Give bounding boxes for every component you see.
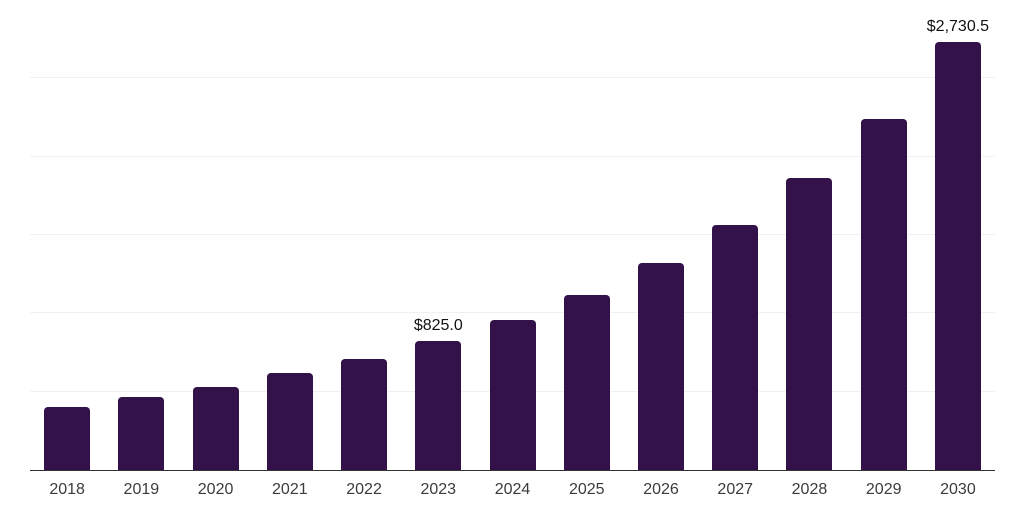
bar-2026 (637, 262, 684, 470)
x-tick-2020: 2020 (197, 481, 234, 498)
x-tick-2025: 2025 (568, 481, 605, 498)
bar-slot-2026 (624, 0, 698, 470)
x-tick-2021: 2021 (272, 481, 308, 498)
x-tick-2018: 2018 (49, 481, 85, 498)
x-tick-2023: 2023 (420, 481, 457, 498)
x-tick-2019: 2019 (123, 481, 160, 498)
bar-slot-2029 (847, 0, 921, 470)
gridline-1500 (30, 234, 995, 235)
x-tick-2028: 2028 (791, 481, 828, 498)
bar-slot-2019 (104, 0, 178, 470)
bar-2019 (118, 397, 165, 470)
bar-slot-2023: $825.0 (401, 0, 475, 470)
bar-slot-2020 (178, 0, 252, 470)
bar-2030 (934, 42, 981, 470)
bar-slot-2028 (772, 0, 846, 470)
bar-slot-2030: $2,730.5 (921, 0, 995, 470)
bar-2025 (563, 294, 610, 470)
x-tick-2030: 2030 (940, 481, 976, 498)
x-tick-2027: 2027 (717, 481, 754, 498)
x-tick-2022: 2022 (346, 481, 382, 498)
bar-2020 (192, 386, 239, 470)
plot-area: $825.0 $2,730.5 (30, 0, 995, 471)
gridline-2500 (30, 77, 995, 79)
x-tick-2024: 2024 (494, 481, 531, 498)
bar-slot-2024 (475, 0, 549, 470)
gridline-2000 (30, 155, 995, 157)
bar-slot-2018 (30, 0, 104, 470)
bar-2023 (415, 340, 462, 470)
bar-slot-2021 (253, 0, 327, 470)
bar-2029 (860, 118, 907, 470)
x-tick-2026: 2026 (643, 481, 679, 498)
x-axis-labels: 2018 2019 2020 2021 2022 2023 2024 2025 2026 2027… (30, 481, 995, 499)
gridline-1000 (30, 312, 995, 314)
x-tick-2029: 2029 (865, 481, 902, 498)
value-label-2023: $825.0 (413, 316, 463, 334)
bar-slot-2025 (550, 0, 624, 470)
bar-slot-2022 (327, 0, 401, 470)
value-label-2030: $2,730.5 (926, 18, 990, 36)
bar-2018 (44, 407, 91, 470)
bar-2027 (712, 224, 759, 470)
bar-2028 (786, 177, 833, 470)
bar-slot-2027 (698, 0, 772, 470)
bar-2024 (489, 320, 536, 470)
bar-2022 (341, 358, 388, 470)
bar-2021 (266, 373, 313, 470)
